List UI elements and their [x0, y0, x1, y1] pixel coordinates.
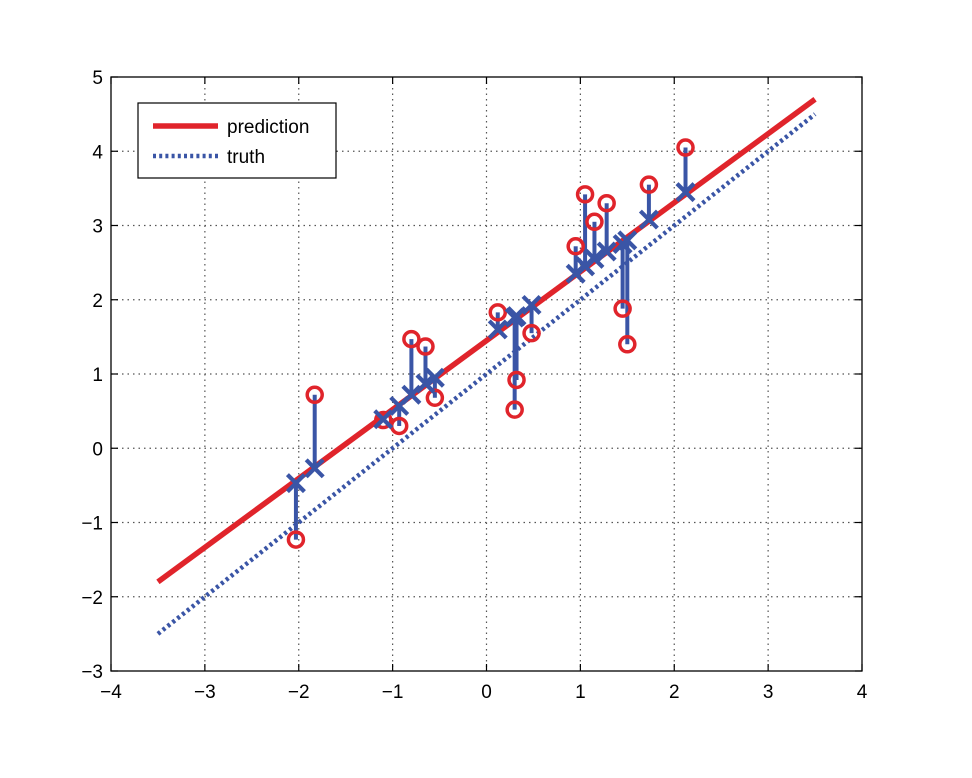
y-tick-label: 2	[92, 291, 103, 312]
x-tick-label: −1	[382, 682, 404, 703]
y-tick-label: 5	[92, 68, 103, 89]
observation-point	[613, 299, 632, 318]
prediction-cross-stroke	[596, 241, 617, 262]
prediction-cross-stroke	[304, 458, 325, 479]
x-tick-label: −3	[194, 682, 216, 703]
prediction-point	[638, 209, 659, 230]
observation-point	[597, 193, 616, 213]
legend-label-truth: truth	[227, 147, 265, 168]
prediction-point	[373, 409, 394, 430]
y-tick-label: 4	[92, 142, 103, 163]
prediction-point	[504, 307, 525, 328]
observation-point	[575, 185, 595, 204]
residuals	[293, 147, 688, 540]
legend-label-prediction: prediction	[227, 117, 309, 138]
observation-point	[488, 303, 508, 322]
x-tick-label: −4	[100, 682, 122, 703]
prediction-cross-stroke	[504, 307, 525, 328]
x-tick-label: 3	[763, 682, 774, 703]
x-tick-label: 0	[481, 682, 492, 703]
prediction-markers	[285, 182, 696, 494]
observation-point	[639, 175, 659, 194]
x-tick-label: 4	[857, 682, 868, 703]
prediction-point	[415, 373, 436, 394]
observation-point	[373, 410, 393, 430]
prediction-point	[521, 294, 542, 315]
prediction-cross-stroke	[617, 230, 638, 251]
prediction-point	[285, 473, 306, 494]
y-tick-label: −2	[81, 588, 103, 609]
observation-point	[585, 212, 604, 232]
prediction-point	[487, 319, 508, 340]
observation-point	[522, 323, 541, 343]
observation-point	[566, 237, 585, 256]
observation-point	[286, 530, 306, 549]
y-tick-label: 0	[92, 439, 103, 460]
y-tick-label: −1	[81, 514, 103, 535]
prediction-cross-stroke	[415, 373, 436, 394]
prediction-point	[424, 367, 445, 388]
x-tick-label: 2	[669, 682, 680, 703]
prediction-cross-stroke	[424, 367, 445, 388]
legend: prediction truth	[137, 102, 337, 179]
prediction-cross-stroke	[487, 319, 508, 340]
prediction-point	[675, 182, 696, 203]
observation-point	[416, 337, 435, 356]
prediction-point	[304, 458, 325, 479]
observation-point	[305, 385, 324, 405]
x-tick-label: 1	[575, 682, 586, 703]
observation-point	[507, 370, 526, 390]
observation-point	[676, 138, 695, 157]
prediction-cross-stroke	[638, 209, 659, 230]
line-prediction	[156, 97, 817, 585]
observation-point	[618, 335, 637, 354]
prediction-cross-stroke	[675, 182, 696, 203]
prediction-point	[596, 241, 617, 262]
prediction-cross-stroke	[285, 473, 306, 494]
prediction-cross-stroke	[373, 409, 394, 430]
y-tick-label: 3	[92, 217, 103, 238]
prediction-cross-stroke	[521, 294, 542, 315]
fit-lines	[156, 97, 817, 636]
prediction-point	[584, 248, 605, 269]
y-tick-label: 1	[92, 365, 103, 386]
observation-point	[505, 400, 524, 419]
prediction-cross-stroke	[584, 248, 605, 269]
legend-box	[137, 102, 337, 179]
observation-point	[402, 329, 421, 349]
y-tick-label: −3	[81, 662, 103, 683]
prediction-point	[617, 230, 638, 251]
x-tick-label: −2	[288, 682, 310, 703]
